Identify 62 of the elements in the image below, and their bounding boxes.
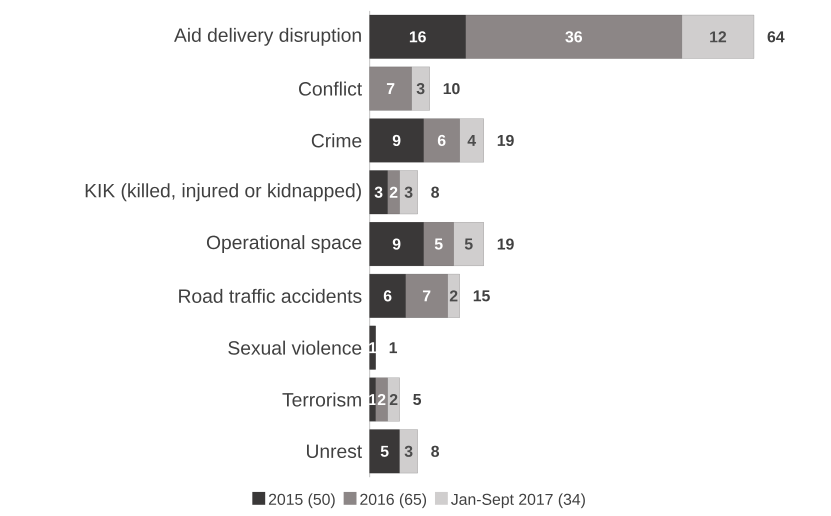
bar — [369, 222, 424, 266]
bar — [682, 14, 754, 59]
data-label: 9 — [392, 238, 400, 250]
data-label: 5 — [464, 238, 473, 250]
data-label: 3 — [404, 186, 412, 198]
data-label: 4 — [468, 135, 476, 146]
y-tick-label: Operational space — [206, 235, 362, 254]
data-label: 6 — [384, 290, 392, 302]
bar — [399, 429, 418, 474]
bar — [369, 14, 466, 59]
total-label: 19 — [498, 134, 514, 146]
total-label: 1 — [390, 342, 398, 354]
y-tick-label: Aid delivery disruption — [174, 28, 361, 46]
y-tick-label: Terrorism — [282, 392, 361, 407]
data-label: 3 — [404, 446, 412, 457]
data-label: 6 — [438, 134, 446, 146]
bar — [424, 222, 454, 266]
data-label: 5 — [434, 238, 443, 250]
bar — [369, 170, 388, 214]
y-tick-label: KIK (killed, injured or kidnapped) — [86, 183, 361, 202]
data-label: 3 — [374, 186, 382, 198]
bar — [387, 378, 400, 422]
data-label: 36 — [565, 31, 582, 42]
total-label: 8 — [431, 446, 440, 457]
total-label: 10 — [444, 83, 460, 94]
bar — [369, 429, 400, 474]
data-label: 2 — [378, 394, 386, 406]
total-label: 8 — [431, 186, 440, 198]
legend-label: 2015 (50) — [268, 493, 335, 508]
data-label: 7 — [386, 83, 394, 94]
bar — [460, 118, 484, 162]
y-tick-label: Crime — [312, 133, 362, 148]
total-label: 5 — [413, 394, 422, 406]
data-label: 12 — [710, 31, 726, 42]
data-label: 2 — [390, 186, 398, 198]
total-label: 19 — [498, 238, 514, 250]
data-label: 5 — [380, 446, 389, 457]
data-label: 3 — [416, 83, 424, 94]
bar — [369, 66, 412, 111]
legend-label: Jan-Sept 2017 (34) — [451, 493, 585, 508]
bar — [424, 118, 460, 162]
bar — [387, 170, 400, 214]
bar — [412, 66, 430, 111]
data-label: 7 — [422, 290, 430, 302]
bar — [406, 274, 448, 318]
y-tick-label: Unrest — [307, 444, 362, 458]
y-tick-label: Sexual violence — [228, 340, 362, 355]
bar — [466, 14, 682, 59]
legend-label: 2016 (65) — [360, 493, 426, 508]
total-label: 15 — [474, 290, 490, 302]
bar — [454, 222, 484, 266]
bar — [399, 170, 418, 214]
data-label: 2 — [450, 290, 458, 302]
y-tick-label: Road traffic accidents — [179, 288, 362, 304]
bar — [369, 118, 424, 162]
data-label: 2 — [390, 394, 398, 406]
data-label: 9 — [392, 134, 400, 146]
total-label: 64 — [768, 31, 785, 42]
bar — [448, 274, 460, 318]
y-tick-label: Conflict — [299, 82, 362, 96]
data-label: 16 — [410, 31, 426, 42]
bar — [369, 274, 406, 318]
